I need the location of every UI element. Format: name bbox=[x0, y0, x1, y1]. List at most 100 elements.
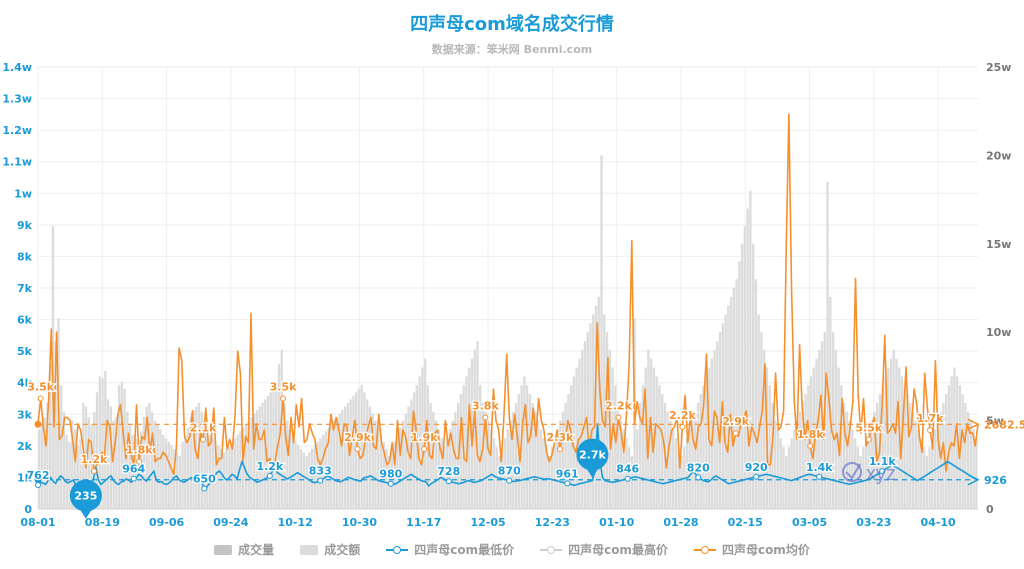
bar-amount bbox=[255, 409, 259, 509]
bar-amount bbox=[570, 385, 573, 509]
bar-amount bbox=[498, 455, 501, 509]
point-marker bbox=[807, 442, 814, 449]
bar-amount bbox=[159, 429, 162, 509]
bar-amount bbox=[280, 349, 283, 509]
bar-amount bbox=[961, 394, 964, 509]
bar-amount bbox=[332, 420, 336, 509]
bar-amount bbox=[310, 448, 314, 509]
point-marker bbox=[624, 475, 631, 482]
bar-amount bbox=[128, 424, 132, 509]
point-label: 2.1k bbox=[190, 422, 217, 435]
bar-amount bbox=[84, 406, 88, 509]
legend-swatch-volume bbox=[214, 544, 233, 555]
bar-amount bbox=[230, 441, 234, 509]
bar-amount bbox=[944, 394, 948, 509]
bar-amount bbox=[440, 438, 443, 509]
x-tick-label: 08-01 bbox=[20, 516, 55, 529]
point-label: 3.5k bbox=[270, 381, 297, 394]
bar-amount bbox=[164, 438, 168, 509]
legend-swatch-min-price bbox=[386, 545, 409, 555]
bar-amount bbox=[54, 341, 57, 509]
bar-amount bbox=[313, 445, 317, 509]
bar-amount bbox=[106, 399, 110, 509]
bar-amount bbox=[920, 438, 923, 509]
bar-amount bbox=[636, 429, 639, 509]
bar-amount bbox=[349, 399, 352, 509]
y-left-tick-label: 0 bbox=[24, 503, 32, 516]
bar-amount bbox=[404, 413, 407, 509]
y-left-tick-label: 6k bbox=[17, 314, 33, 327]
legend: 成交量 成交额 四声母com最低价 四声母com最高价 四声母com均价 bbox=[0, 541, 1024, 558]
bar-amount bbox=[903, 385, 906, 509]
y-right-tick-label: 10w bbox=[986, 326, 1011, 339]
legend-item-volume[interactable]: 成交量 bbox=[214, 541, 274, 558]
point-marker bbox=[130, 475, 137, 482]
bar-amount bbox=[421, 367, 424, 509]
bar-amount bbox=[203, 420, 206, 509]
bar-amount bbox=[432, 411, 435, 509]
bar-amount bbox=[859, 455, 862, 509]
bar-amount bbox=[864, 438, 868, 509]
bar-amount bbox=[680, 455, 683, 509]
legend-item-amount[interactable]: 成交额 bbox=[300, 541, 360, 558]
bar-amount bbox=[316, 441, 319, 509]
bar-amount bbox=[62, 411, 66, 509]
bar-amount bbox=[324, 431, 328, 509]
bar-amount bbox=[272, 388, 275, 509]
bar-amount bbox=[796, 420, 799, 509]
chart-subtitle: 数据来源：笨米网 Benmi.com bbox=[431, 43, 593, 56]
bar-amount bbox=[264, 399, 267, 509]
bar-amount bbox=[437, 429, 441, 509]
bar-amount bbox=[151, 411, 154, 509]
bar-amount bbox=[873, 411, 876, 509]
bar-amount bbox=[641, 385, 645, 509]
x-tick-label: 12-05 bbox=[470, 516, 505, 529]
bar-amount bbox=[60, 385, 63, 509]
bar-amount bbox=[578, 358, 581, 509]
legend-swatch-max-price bbox=[540, 545, 563, 555]
point-label: 1.2k bbox=[81, 453, 108, 466]
bar-amount bbox=[939, 411, 942, 509]
bar-amount bbox=[448, 429, 452, 509]
bar-amount bbox=[619, 420, 622, 509]
legend-item-max-price[interactable]: 四声母com最高价 bbox=[540, 541, 668, 558]
bar-amount bbox=[776, 429, 780, 509]
bar-amount bbox=[211, 438, 215, 509]
bar-amount bbox=[727, 305, 730, 509]
bar-amount bbox=[762, 349, 766, 509]
bar-amount bbox=[76, 445, 79, 509]
legend-item-avg-price[interactable]: 四声母com均价 bbox=[693, 541, 810, 558]
bar-amount bbox=[779, 438, 782, 509]
bar-amount bbox=[327, 427, 330, 509]
legend-item-min-price[interactable]: 四声母com最低价 bbox=[386, 541, 514, 558]
bar-amount bbox=[738, 261, 741, 509]
callouts: 235 2.7k bbox=[69, 438, 609, 519]
y-left-tick-label: 1k bbox=[17, 471, 33, 484]
bar-amount bbox=[189, 417, 192, 509]
point-label: 762 bbox=[27, 469, 50, 482]
point-label: 2.2k bbox=[605, 399, 632, 412]
point-marker bbox=[445, 478, 452, 485]
callout-label: 235 bbox=[74, 490, 97, 503]
bar-amount bbox=[299, 448, 303, 509]
y-left-tick-label: 2k bbox=[17, 440, 33, 453]
y-left-tick-label: 1.2w bbox=[2, 124, 32, 137]
bar-amount bbox=[434, 420, 438, 509]
y-left-tick-label: 1.4w bbox=[2, 61, 32, 74]
bar-amount bbox=[40, 424, 44, 509]
bar-amount bbox=[754, 279, 758, 509]
bar-amount bbox=[718, 332, 722, 509]
x-tick-label: 10-30 bbox=[342, 516, 378, 529]
point-marker bbox=[615, 414, 622, 421]
average-line-start-marker bbox=[34, 476, 42, 484]
bar-amount bbox=[815, 358, 818, 509]
bar-amount bbox=[964, 402, 967, 509]
bar-amount bbox=[473, 349, 476, 509]
bar-amount bbox=[71, 420, 74, 509]
x-tick-label: 09-24 bbox=[213, 516, 249, 529]
bar-amount bbox=[547, 455, 551, 509]
y-left-tick-label: 1.3w bbox=[2, 93, 32, 106]
bar-amount bbox=[812, 367, 815, 509]
bar-amount bbox=[581, 349, 584, 509]
bar-amount bbox=[674, 438, 678, 509]
